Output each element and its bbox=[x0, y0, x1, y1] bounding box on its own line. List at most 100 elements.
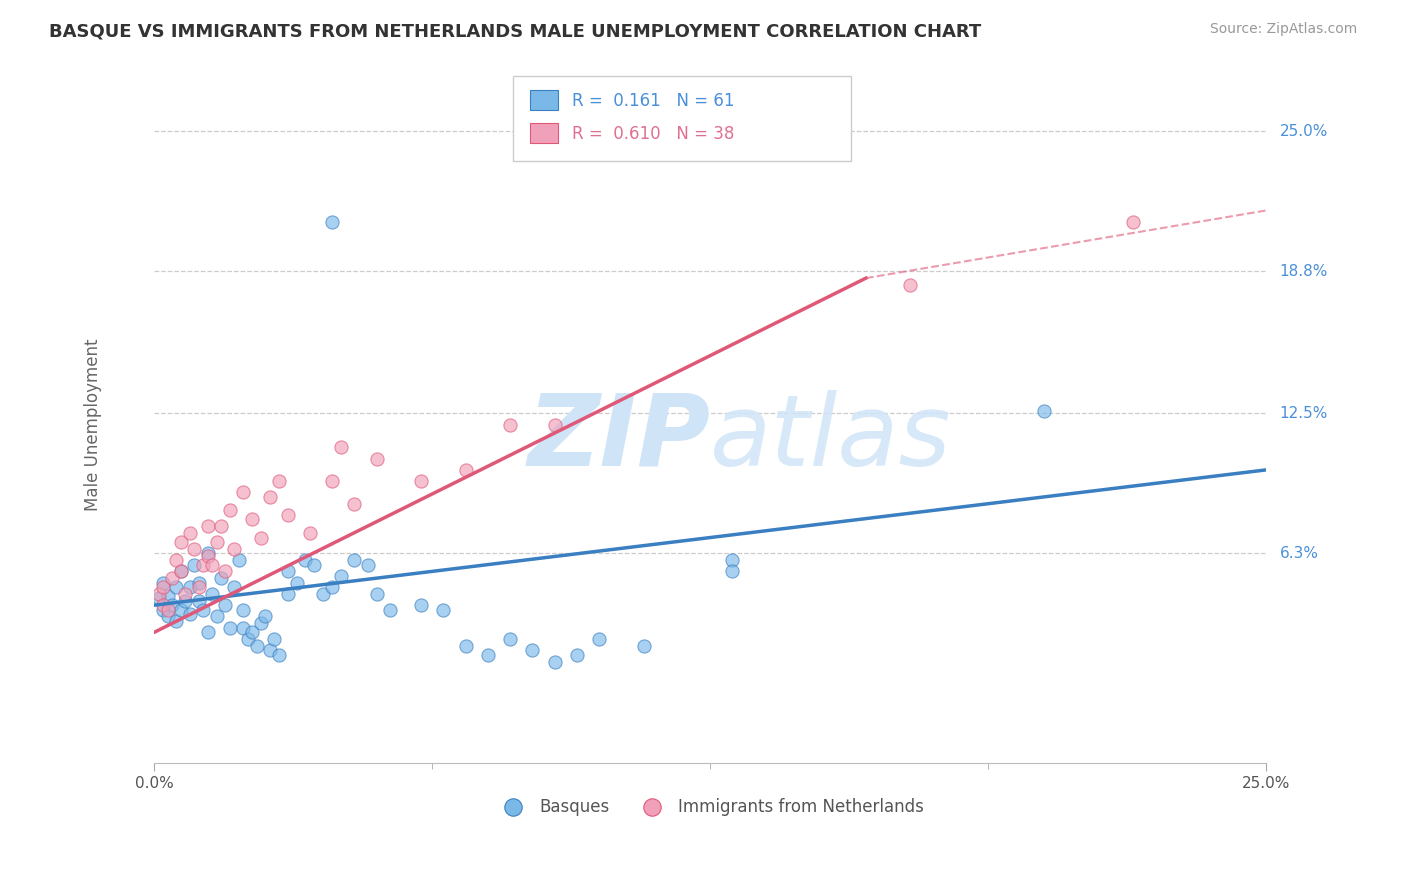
Text: ZIP: ZIP bbox=[527, 390, 710, 487]
Point bbox=[152, 598, 174, 612]
Point bbox=[156, 603, 179, 617]
Point bbox=[166, 580, 188, 594]
Point bbox=[321, 580, 343, 594]
Text: 18.8%: 18.8% bbox=[1279, 264, 1329, 279]
Text: 25.0%: 25.0% bbox=[1279, 124, 1329, 139]
Point bbox=[179, 580, 201, 594]
Point bbox=[232, 621, 254, 635]
Point bbox=[197, 546, 219, 560]
Point bbox=[1122, 215, 1144, 229]
Point bbox=[152, 580, 174, 594]
Point bbox=[522, 643, 544, 657]
Point bbox=[454, 639, 477, 653]
Point bbox=[191, 558, 214, 572]
Point bbox=[721, 565, 744, 579]
Point bbox=[330, 440, 353, 454]
Point bbox=[191, 603, 214, 617]
Point bbox=[170, 603, 193, 617]
Point bbox=[477, 648, 499, 662]
Legend: Basques, Immigrants from Netherlands: Basques, Immigrants from Netherlands bbox=[489, 791, 931, 822]
Point bbox=[152, 575, 174, 590]
Text: Source: ZipAtlas.com: Source: ZipAtlas.com bbox=[1209, 22, 1357, 37]
Point bbox=[312, 587, 335, 601]
Point bbox=[187, 580, 209, 594]
Point bbox=[197, 625, 219, 640]
Point bbox=[721, 553, 744, 567]
Point bbox=[499, 632, 522, 646]
Point bbox=[232, 485, 254, 500]
Text: Male Unemployment: Male Unemployment bbox=[84, 338, 103, 511]
Point bbox=[294, 553, 316, 567]
Point bbox=[343, 553, 366, 567]
Point bbox=[218, 503, 240, 517]
Point bbox=[366, 587, 388, 601]
Point bbox=[174, 587, 197, 601]
Text: R =  0.161   N = 61: R = 0.161 N = 61 bbox=[572, 92, 735, 110]
Point bbox=[156, 589, 179, 603]
Point bbox=[411, 474, 433, 488]
Point bbox=[214, 598, 236, 612]
Point bbox=[357, 558, 380, 572]
Text: atlas: atlas bbox=[710, 390, 952, 487]
Point bbox=[187, 593, 209, 607]
Point bbox=[218, 621, 240, 635]
Point bbox=[321, 215, 343, 229]
Point bbox=[499, 417, 522, 432]
Point bbox=[183, 558, 205, 572]
Point bbox=[454, 463, 477, 477]
Point bbox=[214, 565, 236, 579]
Point bbox=[411, 598, 433, 612]
Point bbox=[259, 490, 281, 504]
Point bbox=[330, 569, 353, 583]
Point bbox=[267, 474, 290, 488]
Point bbox=[259, 643, 281, 657]
Point bbox=[160, 598, 183, 612]
Point bbox=[543, 655, 565, 669]
Point bbox=[228, 553, 250, 567]
Point bbox=[321, 474, 343, 488]
Point bbox=[432, 603, 454, 617]
Point bbox=[240, 512, 263, 526]
Point bbox=[179, 526, 201, 541]
Point bbox=[201, 587, 224, 601]
Point bbox=[148, 591, 170, 606]
Point bbox=[236, 632, 259, 646]
Point bbox=[245, 639, 267, 653]
Point bbox=[543, 417, 565, 432]
Point bbox=[224, 580, 246, 594]
Point bbox=[900, 277, 922, 292]
Point bbox=[277, 587, 299, 601]
Point bbox=[285, 575, 308, 590]
Point bbox=[588, 632, 610, 646]
Point bbox=[183, 541, 205, 556]
Point bbox=[174, 593, 197, 607]
Point bbox=[250, 531, 273, 545]
Text: 12.5%: 12.5% bbox=[1279, 406, 1329, 421]
Point bbox=[366, 451, 388, 466]
Point bbox=[1032, 404, 1054, 418]
Point bbox=[250, 616, 273, 631]
Point bbox=[201, 558, 224, 572]
Point bbox=[166, 614, 188, 628]
Point bbox=[166, 553, 188, 567]
Point bbox=[187, 575, 209, 590]
Point bbox=[170, 535, 193, 549]
Point bbox=[343, 497, 366, 511]
Point bbox=[277, 508, 299, 522]
Point bbox=[378, 603, 401, 617]
Point bbox=[224, 541, 246, 556]
Point bbox=[197, 549, 219, 563]
Point bbox=[205, 535, 228, 549]
Point bbox=[205, 609, 228, 624]
Point bbox=[160, 571, 183, 585]
Point bbox=[633, 639, 655, 653]
Point bbox=[254, 609, 277, 624]
Point bbox=[209, 571, 232, 585]
Point bbox=[232, 603, 254, 617]
Point bbox=[263, 632, 285, 646]
Point bbox=[209, 519, 232, 533]
Point bbox=[304, 558, 326, 572]
Text: BASQUE VS IMMIGRANTS FROM NETHERLANDS MALE UNEMPLOYMENT CORRELATION CHART: BASQUE VS IMMIGRANTS FROM NETHERLANDS MA… bbox=[49, 22, 981, 40]
Point bbox=[267, 648, 290, 662]
Point bbox=[152, 603, 174, 617]
